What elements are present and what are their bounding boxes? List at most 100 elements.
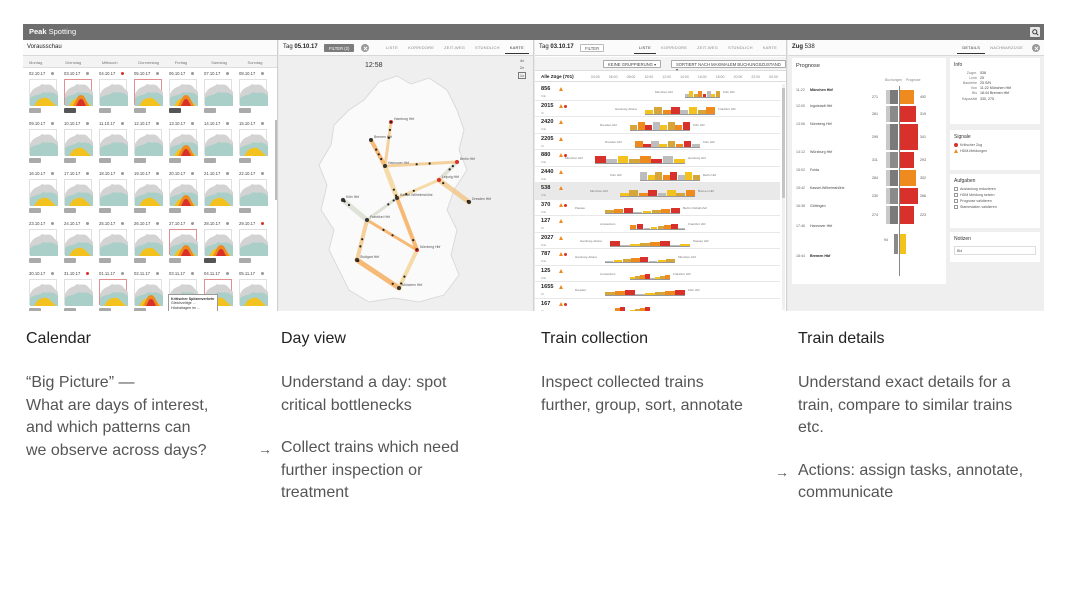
train-row[interactable]: 127 IC Amsterdam Frankfurt Hbf bbox=[535, 216, 780, 233]
collection-scrollbar[interactable] bbox=[782, 84, 785, 310]
calendar-day[interactable]: 14.10.17 bbox=[198, 120, 231, 170]
day-date: 12.10.17 bbox=[134, 121, 150, 126]
calendar-day[interactable]: 29.10.17 bbox=[233, 220, 266, 270]
calendar-day[interactable]: 17.10.17 bbox=[58, 170, 91, 220]
calendar-day[interactable]: 06.10.17 bbox=[163, 70, 196, 120]
calendar-day[interactable]: 22.10.17 bbox=[233, 170, 266, 220]
train-marker bbox=[375, 149, 377, 151]
calendar-day[interactable]: 20.10.17 bbox=[163, 170, 196, 220]
collection-toolbar: KEINE GRUPPIERUNG ▾ SORTIERT NACH MAXIMA… bbox=[535, 57, 786, 71]
tab-st-ndlich[interactable]: STÜNDLICH bbox=[470, 45, 505, 54]
task-label: Prognose validieren bbox=[960, 199, 992, 203]
calendar-day[interactable]: 18.10.17 bbox=[93, 170, 126, 220]
calendar-day[interactable]: 26.10.17 bbox=[128, 220, 161, 270]
task-checkbox[interactable] bbox=[954, 193, 958, 197]
day-status-dot bbox=[226, 122, 229, 125]
notes-input[interactable]: Bid bbox=[954, 246, 1036, 255]
station-label: Hannover Hbf bbox=[388, 161, 409, 165]
tab-st-ndlich[interactable]: STÜNDLICH bbox=[723, 45, 758, 54]
task-checkbox[interactable] bbox=[954, 199, 958, 203]
train-row[interactable]: 2205 IC Dresden Hbf Köln Hbf bbox=[535, 134, 780, 151]
calendar-day[interactable]: 30.10.17 bbox=[23, 270, 56, 311]
train-row[interactable]: 2440 ICE Köln Hbf Berlin Hbf bbox=[535, 167, 780, 184]
train-row[interactable]: 2420 ICE Dresden Hbf Köln Hbf bbox=[535, 117, 780, 134]
calendar-scrollbar[interactable] bbox=[275, 120, 277, 200]
day-chip bbox=[99, 258, 111, 263]
calendar-day[interactable]: 03.10.17 bbox=[58, 70, 91, 120]
calendar-day[interactable]: 27.10.17 bbox=[163, 220, 196, 270]
tab-korridore[interactable]: KORRIDORE bbox=[656, 45, 692, 54]
task-checkbox[interactable] bbox=[954, 205, 958, 209]
calendar-day[interactable]: 04.10.17 bbox=[93, 70, 126, 120]
stop-time: 16:38 bbox=[796, 204, 810, 208]
train-marker bbox=[403, 276, 405, 278]
train-number: 538 bbox=[541, 185, 550, 191]
origin-label: Hamburg-Altona bbox=[580, 239, 602, 243]
train-row[interactable]: 167 IC bbox=[535, 299, 780, 312]
train-row[interactable]: 2027 ICE Hamburg-Altona Passau Hbf bbox=[535, 233, 780, 250]
details-close-button[interactable] bbox=[1032, 44, 1040, 52]
global-search-button[interactable] bbox=[1030, 27, 1040, 37]
collection-filter-button[interactable]: FILTER bbox=[580, 44, 604, 52]
calendar-day[interactable]: 19.10.17 bbox=[128, 170, 161, 220]
booking-segment-light bbox=[886, 170, 890, 186]
calendar-day[interactable]: 12.10.17 bbox=[128, 120, 161, 170]
germany-map[interactable]: Hamburg Hbf Bremen Hbf Hannover Hbf Berlin … bbox=[279, 70, 534, 310]
calendar-day[interactable]: 02.10.17 bbox=[23, 70, 56, 120]
day-filter-button[interactable]: FILTER (2) bbox=[324, 44, 354, 52]
calendar-day[interactable]: 10.10.17 bbox=[58, 120, 91, 170]
calendar-day[interactable]: 24.10.17 bbox=[58, 220, 91, 270]
tab-karte[interactable]: KARTE bbox=[758, 45, 782, 54]
calendar-day[interactable]: 31.10.17 bbox=[58, 270, 91, 311]
calendar-day[interactable]: 08.10.17 bbox=[233, 70, 266, 120]
calendar-day[interactable]: 15.10.17 bbox=[233, 120, 266, 170]
calendar-day[interactable]: 05.11.17 bbox=[233, 270, 266, 311]
day-date: 23.10.17 bbox=[29, 221, 45, 226]
day-clear-filter-button[interactable] bbox=[361, 44, 369, 52]
tab-korridore[interactable]: KORRIDORE bbox=[403, 45, 439, 54]
day-date: 21.10.17 bbox=[204, 171, 220, 176]
calendar-day[interactable]: 05.10.17 bbox=[128, 70, 161, 120]
app-brand: Peak Spotting bbox=[29, 27, 76, 36]
calendar-day[interactable]: 13.10.17 bbox=[163, 120, 196, 170]
task-label: Auslastung reduzieren bbox=[960, 187, 996, 191]
tab-karte[interactable]: KARTE bbox=[505, 45, 529, 54]
train-row[interactable]: 1655 IC Dresden Köln Hbf bbox=[535, 282, 780, 299]
calendar-day[interactable]: 11.10.17 bbox=[93, 120, 126, 170]
calendar-day[interactable]: 09.10.17 bbox=[23, 120, 56, 170]
sort-dropdown[interactable]: SORTIERT NACH MAXIMALEM BUCHUNGSZUSTAND … bbox=[671, 60, 786, 68]
calendar-day[interactable]: 07.10.17 bbox=[198, 70, 231, 120]
grouping-dropdown[interactable]: KEINE GRUPPIERUNG ▾ bbox=[603, 60, 661, 68]
tab-liste[interactable]: LISTE bbox=[381, 45, 403, 54]
tab-details[interactable]: DETAILS bbox=[957, 45, 985, 54]
tab-liste[interactable]: LISTE bbox=[634, 45, 656, 54]
top-bar: Peak Spotting bbox=[23, 24, 1044, 40]
calendar-day[interactable]: 01.11.17 bbox=[93, 270, 126, 311]
axis-tick: 12:00 bbox=[662, 75, 671, 79]
stop-time: 12:00 bbox=[796, 104, 810, 108]
train-row[interactable]: 370 ICE Passau Berlin Ostbahnhof bbox=[535, 200, 780, 217]
booking-segment-light bbox=[886, 188, 890, 204]
train-row[interactable]: 880 ICE München Hbf Hamburg Hbf bbox=[535, 150, 780, 167]
tab-nachbarz-ge[interactable]: NACHBARZÜGE bbox=[985, 45, 1028, 54]
scroll-thumb[interactable] bbox=[782, 88, 785, 198]
calendar-day[interactable]: 21.10.17 bbox=[198, 170, 231, 220]
calendar-day[interactable]: 16.10.17 bbox=[23, 170, 56, 220]
train-row[interactable]: 787 ICE Hamburg-Altona München Hbf bbox=[535, 249, 780, 266]
task-checkbox[interactable] bbox=[954, 187, 958, 191]
train-row[interactable]: 125 ICE Amsterdam Frankfurt Hbf bbox=[535, 266, 780, 283]
calendar-day[interactable]: 23.10.17 bbox=[23, 220, 56, 270]
train-row[interactable]: 856 ICE München Hbf Köln Hbf bbox=[535, 84, 780, 101]
tab-zeit-weg[interactable]: ZEIT-WEG bbox=[692, 45, 723, 54]
train-number: 856 bbox=[541, 86, 550, 92]
calendar-day[interactable]: 25.10.17 bbox=[93, 220, 126, 270]
train-row[interactable]: 2015 IC Hamburg-Altona Frankfurt Hbf bbox=[535, 101, 780, 118]
weekday-label: Montag bbox=[23, 56, 59, 67]
calendar-day[interactable]: 28.10.17 bbox=[198, 220, 231, 270]
train-row[interactable]: 538 ICE München Hbf Bremen Hbf bbox=[535, 183, 780, 200]
calendar-day[interactable]: 02.11.17 bbox=[128, 270, 161, 311]
zoom-4x[interactable]: 4x bbox=[519, 58, 525, 63]
task-item[interactable]: Stammdaten validieren bbox=[950, 204, 1040, 210]
destination-label: Bremen Hbf bbox=[698, 189, 714, 193]
tab-zeit-weg[interactable]: ZEIT-WEG bbox=[439, 45, 470, 54]
